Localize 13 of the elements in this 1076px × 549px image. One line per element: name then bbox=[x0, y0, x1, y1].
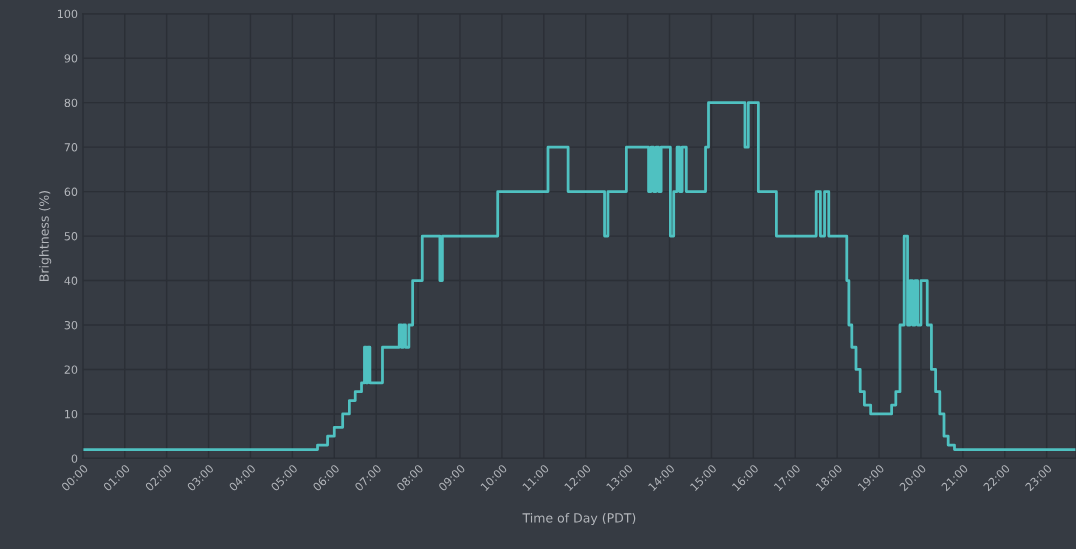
y-tick-label: 100 bbox=[58, 9, 78, 19]
y-tick-label: 60 bbox=[64, 187, 78, 196]
y-tick-label: 30 bbox=[64, 320, 78, 330]
y-tick-label: 50 bbox=[64, 232, 78, 241]
y-tick-label: 20 bbox=[64, 365, 78, 374]
y-tick-label: 90 bbox=[64, 54, 78, 63]
x-axis-title: Time of Day (PDT) bbox=[522, 512, 636, 526]
y-tick-label: 70 bbox=[64, 143, 78, 152]
y-tick-label: 40 bbox=[64, 276, 78, 285]
y-tick-label: 10 bbox=[65, 409, 78, 419]
y-tick-label: 0 bbox=[71, 454, 78, 463]
y-tick-label: 80 bbox=[64, 98, 78, 108]
y-axis-title: Brightness (%) bbox=[39, 191, 52, 281]
